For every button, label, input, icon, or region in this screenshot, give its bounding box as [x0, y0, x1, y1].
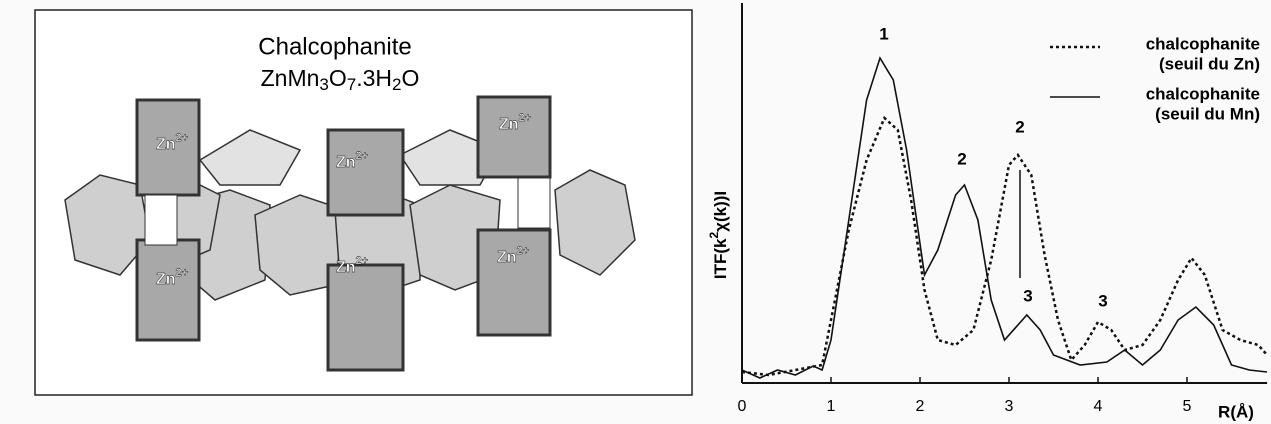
y-label-part: χ(k))I	[711, 191, 730, 232]
x-axis-label: R(Å)	[1218, 402, 1254, 421]
ion-base: Zn	[499, 116, 519, 133]
formula: ZnMn3O7.3H2O	[261, 65, 420, 94]
ion-base: Zn	[336, 154, 356, 171]
formula-part: 2	[392, 75, 401, 94]
annotation: 1	[879, 24, 888, 43]
ion-charge: 2+	[519, 112, 532, 124]
ion-label: Zn2+	[156, 132, 188, 153]
ion-label: Zn2+	[156, 267, 188, 288]
ion-base: Zn	[497, 249, 517, 266]
x-tick-label: 3	[1005, 398, 1014, 415]
ion-label: Zn2+	[499, 112, 531, 133]
legend-label: chalcophanite	[1146, 84, 1260, 103]
annotation: 2	[1015, 117, 1024, 136]
y-label-part: ITF(k	[711, 238, 730, 279]
ion-charge: 2+	[356, 150, 369, 162]
ion-charge: 2+	[517, 245, 530, 257]
legend-label: chalcophanite	[1146, 34, 1260, 53]
chart: 0 1 2 3 4 5 R(Å)ITF(k2χ(k))Ichalcophanite(seui…	[707, 3, 1269, 421]
x-tick-label: 4	[1094, 398, 1103, 415]
annotation: 3	[1098, 291, 1107, 310]
legend-label: (seuil du Zn)	[1159, 54, 1260, 73]
formula-part: O	[329, 65, 347, 91]
y-axis-label: ITF(k2χ(k))I	[707, 191, 730, 279]
formula-part: 7	[347, 75, 356, 94]
zn-sites	[135, 95, 552, 372]
y-label-part: 2	[707, 232, 721, 239]
ion-label: Zn2+	[336, 150, 368, 171]
x-tick-label: 2	[916, 398, 925, 415]
ion-base: Zn	[156, 271, 176, 288]
ion-base: Zn	[156, 136, 176, 153]
ion-label: Zn2+	[336, 255, 368, 276]
series-line	[741, 56, 1268, 379]
formula-part: O	[402, 65, 420, 91]
ion-charge: 2+	[176, 132, 189, 144]
x-tick-label: 5	[1183, 398, 1192, 415]
ion-label: Zn2+	[497, 245, 529, 266]
formula-part: 3	[319, 75, 328, 94]
x-tick-label: 0	[738, 398, 747, 415]
x-tick-label: 1	[827, 398, 836, 415]
ion-charge: 2+	[176, 267, 189, 279]
formula-part: .3H	[356, 65, 392, 91]
annotation: 2	[957, 149, 966, 168]
structure-panel: Chalcophanite ZnMn3O7.3H2O Zn2+Zn2+Zn2+Z…	[34, 9, 693, 396]
legend-label: (seuil du Mn)	[1155, 104, 1260, 123]
formula-part: ZnMn	[261, 65, 320, 91]
ion-base: Zn	[336, 259, 356, 276]
diagram-title: Chalcophanite	[258, 33, 411, 60]
annotation: 3	[1023, 286, 1032, 305]
series-line	[741, 115, 1269, 377]
ion-charge: 2+	[356, 255, 369, 267]
